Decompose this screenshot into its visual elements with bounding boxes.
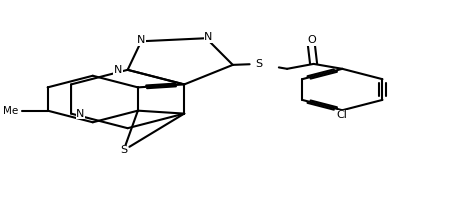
Text: N: N xyxy=(137,35,145,45)
Text: Cl: Cl xyxy=(337,110,348,120)
Text: O: O xyxy=(307,35,316,45)
Text: N: N xyxy=(204,32,212,42)
Text: N: N xyxy=(76,109,85,119)
Text: S: S xyxy=(120,145,127,155)
Text: Me: Me xyxy=(3,106,18,116)
Text: N: N xyxy=(114,65,122,75)
Text: S: S xyxy=(255,59,262,69)
